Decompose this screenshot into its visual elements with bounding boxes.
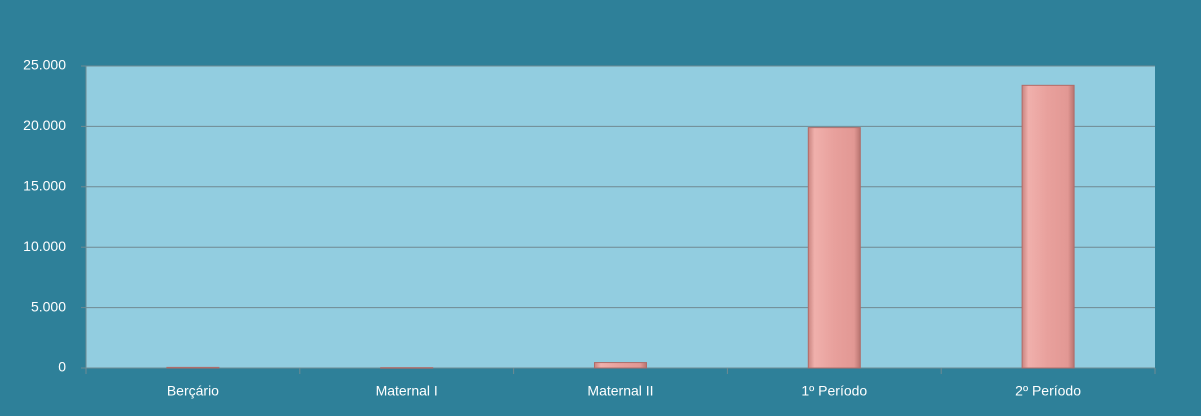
x-tick-label: Maternal I xyxy=(376,383,438,399)
x-tick-label: Berçário xyxy=(167,383,219,399)
bar xyxy=(1021,84,1075,369)
y-tick-label: 10.000 xyxy=(23,238,66,254)
x-tick-label: 2º Período xyxy=(1015,383,1081,399)
y-tick-label: 20.000 xyxy=(23,117,66,133)
x-tick-label: Maternal II xyxy=(587,383,653,399)
bar xyxy=(594,362,647,369)
y-tick-label: 25.000 xyxy=(23,57,66,73)
bar xyxy=(807,127,861,369)
y-tick-label: 15.000 xyxy=(23,178,66,194)
plot-area xyxy=(86,66,1155,368)
bar xyxy=(380,367,434,369)
x-tick-label: 1º Período xyxy=(801,383,867,399)
y-tick-label: 0 xyxy=(58,359,66,375)
y-tick-label: 5.000 xyxy=(31,298,66,314)
bar xyxy=(166,366,220,369)
